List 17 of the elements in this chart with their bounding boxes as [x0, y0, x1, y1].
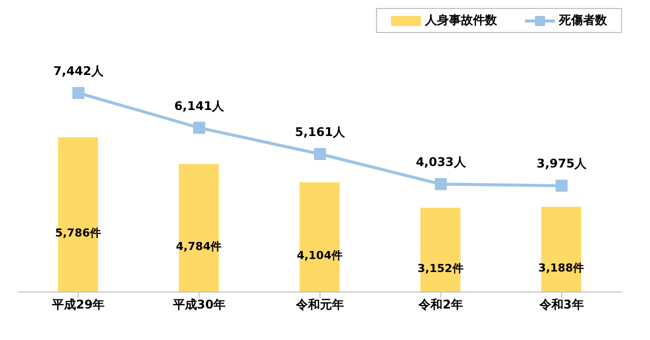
point	[314, 148, 326, 160]
legend-label: 人身事故件数	[424, 12, 497, 29]
point	[434, 178, 447, 190]
data-label: 7,442人	[53, 64, 104, 78]
point	[556, 180, 568, 192]
x-tick-label: 令和3年	[538, 298, 584, 312]
data-label: 3,975人	[536, 156, 588, 171]
x-tick-label: 平成30年	[172, 298, 226, 312]
x-tick-label: 令和元年	[295, 298, 344, 312]
x-tick-label: 令和2年	[418, 298, 463, 312]
data-label: 5,161人	[295, 124, 346, 139]
point	[72, 87, 84, 99]
x-tick-label: 平成29年	[51, 298, 105, 312]
data-label: 4,033人	[416, 155, 467, 170]
data-label: 6,141人	[174, 98, 226, 113]
legend-label: 死傷者数	[558, 12, 607, 29]
point	[193, 122, 206, 134]
